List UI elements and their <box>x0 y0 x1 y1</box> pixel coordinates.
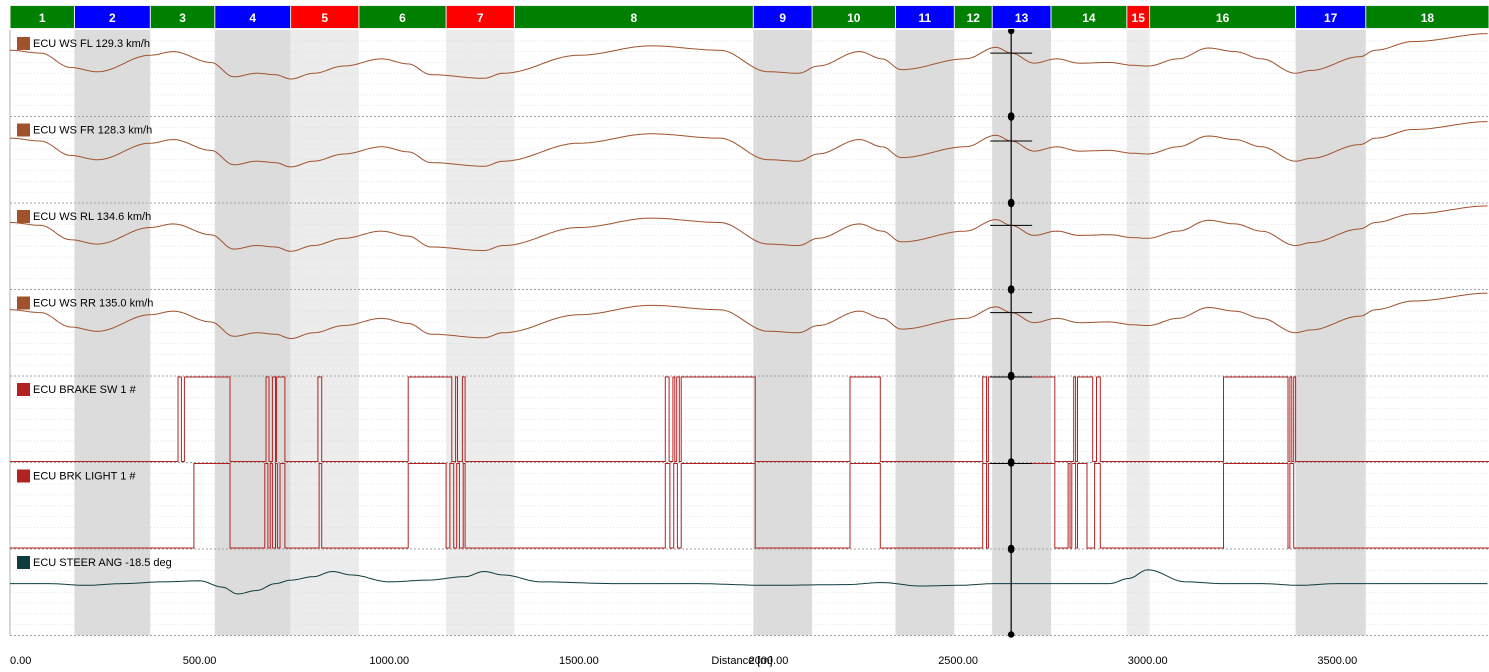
channel-label: ECU WS FR 128.3 km/h <box>33 125 152 137</box>
x-tick-label: 1500.00 <box>559 655 599 667</box>
segment-2[interactable] <box>74 6 150 28</box>
segment-label-13: 13 <box>1015 11 1029 25</box>
cursor-marker <box>1007 287 1015 294</box>
segment-label-3: 3 <box>179 11 186 25</box>
trace-ecu-ws-rr <box>9 292 1488 340</box>
channel-labels: ECU WS FL 129.3 km/h ECU WS FR 128.3 km/h… <box>17 37 172 569</box>
segment-label-6: 6 <box>399 11 406 25</box>
segment-shade-11 <box>895 30 955 636</box>
segment-10[interactable] <box>812 6 896 28</box>
segment-15[interactable] <box>1127 6 1150 28</box>
segment-label-14: 14 <box>1082 11 1096 25</box>
segment-label-4: 4 <box>249 11 256 25</box>
segment-label-17: 17 <box>1324 11 1338 25</box>
trace-ecu-ws-fr <box>9 121 1488 168</box>
segment-label-7: 7 <box>477 11 484 25</box>
segment-9[interactable] <box>753 6 812 28</box>
trace-ecu-ws-fl <box>9 33 1488 80</box>
channel-label: ECU BRK LIGHT 1 # <box>33 471 136 483</box>
segment-12[interactable] <box>954 6 992 28</box>
cursor-marker <box>1007 631 1015 638</box>
segment-shade-9 <box>753 30 813 636</box>
segment-bar[interactable]: 1 2 3 4 5 6 7 8 9 10 11 12 13 14 15 16 17 18 <box>10 5 1489 29</box>
channel-label: ECU BRAKE SW 1 # <box>33 384 137 396</box>
segment-label-12: 12 <box>967 11 981 25</box>
x-tick-label: 1000.00 <box>369 655 409 667</box>
channel-swatch <box>17 469 30 483</box>
channel-swatch <box>17 123 30 137</box>
trace-ecu-brake-sw <box>10 376 1489 462</box>
channel-swatch <box>17 210 30 223</box>
segment-16[interactable] <box>1150 6 1296 28</box>
segment-5[interactable] <box>291 6 359 28</box>
channel-swatch <box>17 556 30 569</box>
segment-6[interactable] <box>359 6 446 28</box>
segment-3[interactable] <box>150 6 215 28</box>
x-tick-label: 2000.00 <box>749 655 789 667</box>
channel-label: ECU STEER ANG -18.5 deg <box>33 557 172 569</box>
channel-label: ECU WS FL 129.3 km/h <box>33 38 150 50</box>
x-tick-label: 3500.00 <box>1317 655 1357 667</box>
channel-swatch <box>17 383 30 396</box>
channel-traces <box>9 33 1489 595</box>
segment-label-10: 10 <box>847 11 861 25</box>
segment-14[interactable] <box>1051 6 1127 28</box>
segment-label-18: 18 <box>1421 11 1435 25</box>
x-axis-title: Distance [m] <box>711 655 772 667</box>
channel-swatch <box>17 296 30 310</box>
segment-18[interactable] <box>1366 6 1489 28</box>
x-tick-label: 500.00 <box>183 655 217 667</box>
channel-label: ECU WS RR 135.0 km/h <box>33 298 153 310</box>
segment-1[interactable] <box>10 6 74 28</box>
trace-ecu-ws-rl <box>10 205 1488 252</box>
segment-label-16: 16 <box>1216 11 1230 25</box>
segment-shade-5 <box>290 30 359 636</box>
cursor-line[interactable] <box>990 27 1033 638</box>
cursor-marker <box>1007 200 1015 208</box>
x-tick-label: 0.00 <box>10 655 31 667</box>
segment-label-1: 1 <box>39 11 46 25</box>
segment-7[interactable] <box>446 6 514 28</box>
segment-label-11: 11 <box>919 11 932 25</box>
segment-label-5: 5 <box>321 11 328 25</box>
trace-ecu-brk-light <box>10 463 1489 549</box>
segment-11[interactable] <box>896 6 954 28</box>
trace-ecu-steer-ang <box>10 569 1488 595</box>
x-tick-label: 2500.00 <box>938 655 978 667</box>
cursor-marker <box>1007 114 1015 121</box>
segment-13[interactable] <box>992 6 1051 28</box>
panel-grid <box>9 30 1489 636</box>
channel-label: ECU WS RL 134.6 km/h <box>33 211 151 223</box>
segment-4[interactable] <box>215 6 291 28</box>
segment-label-9: 9 <box>779 11 786 25</box>
segment-8[interactable] <box>514 6 753 28</box>
cursor-marker <box>1007 546 1015 554</box>
segment-label-2: 2 <box>109 11 116 25</box>
cursor-marker <box>1007 27 1015 35</box>
segment-label-8: 8 <box>630 11 637 25</box>
x-axis: Distance [m] 0.00 500.00 1000.00 1500.00 200… <box>10 655 1357 667</box>
segment-17[interactable] <box>1296 6 1366 28</box>
x-tick-label: 3000.00 <box>1128 655 1168 667</box>
segment-label-15: 15 <box>1132 11 1146 25</box>
channel-swatch <box>17 37 30 50</box>
